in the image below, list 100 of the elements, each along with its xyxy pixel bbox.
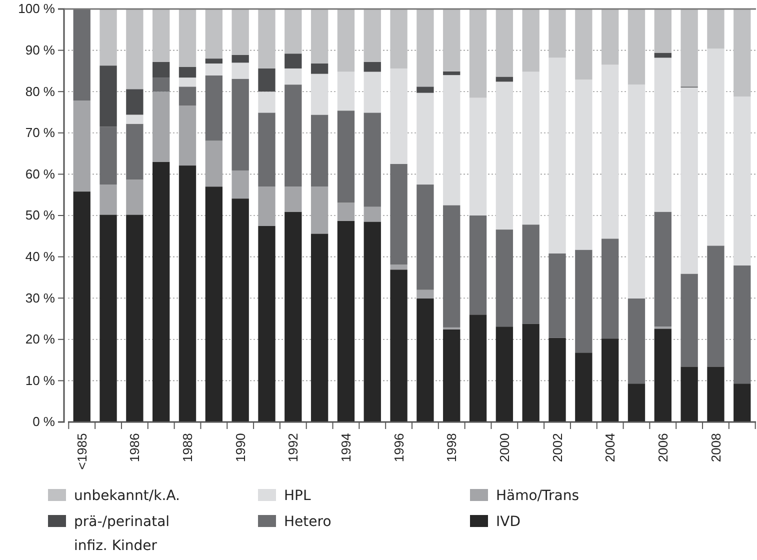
bar xyxy=(364,72,381,113)
bar xyxy=(522,9,540,72)
bar xyxy=(100,214,117,422)
y-tick-label: 60 % xyxy=(25,166,56,182)
bar xyxy=(152,92,170,162)
bar xyxy=(522,72,540,225)
bar xyxy=(126,124,144,180)
bar xyxy=(258,186,276,226)
y-tick-label: 0 % xyxy=(32,414,56,430)
bar xyxy=(654,52,672,58)
x-tick-label: 1998 xyxy=(444,433,460,462)
bar xyxy=(680,274,698,367)
bar xyxy=(628,298,646,384)
bar xyxy=(337,110,355,203)
bar xyxy=(73,100,90,192)
bar xyxy=(284,9,302,54)
bar xyxy=(707,366,724,422)
x-tick-label: 1992 xyxy=(286,433,301,462)
bar xyxy=(73,192,90,422)
x-tick-label: 2006 xyxy=(655,433,670,462)
y-tick-label: 30 % xyxy=(25,290,56,306)
bar xyxy=(443,329,460,422)
bar xyxy=(522,324,540,422)
legend-label: HPL xyxy=(284,488,311,504)
bar xyxy=(628,384,646,422)
y-tick-label: 50 % xyxy=(25,208,56,223)
bar xyxy=(205,186,223,422)
bar xyxy=(337,72,355,111)
x-tick-label: 2004 xyxy=(602,433,618,462)
bar xyxy=(126,9,144,90)
bar xyxy=(178,86,196,106)
y-tick-label: 70 % xyxy=(25,125,56,140)
bar xyxy=(258,226,276,422)
bar xyxy=(284,186,302,212)
bar xyxy=(390,68,408,164)
bar xyxy=(310,74,328,115)
bar xyxy=(284,84,302,187)
bar xyxy=(205,140,223,187)
bar xyxy=(390,264,408,270)
bar xyxy=(575,352,592,422)
bar xyxy=(469,9,487,98)
bar xyxy=(390,164,408,265)
bar xyxy=(364,222,381,422)
bar xyxy=(416,298,434,422)
bar xyxy=(496,326,514,422)
bar xyxy=(364,9,381,62)
bar xyxy=(680,9,698,87)
bar xyxy=(178,9,196,67)
bar xyxy=(178,166,196,422)
y-tick-label: 90 % xyxy=(25,42,56,58)
bar xyxy=(548,253,566,338)
x-tick-label: 2000 xyxy=(496,433,512,462)
bar xyxy=(680,366,698,422)
x-tick-label: 2002 xyxy=(550,433,565,462)
bar xyxy=(443,75,460,206)
bar xyxy=(601,9,619,65)
bar xyxy=(310,64,328,74)
legend-label: Hämo/Trans xyxy=(496,488,580,504)
bar xyxy=(628,84,646,299)
legend-label: Hetero xyxy=(284,514,332,530)
bar xyxy=(232,54,249,63)
bar xyxy=(680,87,698,274)
bar xyxy=(734,265,751,384)
y-tick-label: 40 % xyxy=(25,248,56,264)
y-tick-label: 10 % xyxy=(25,372,56,388)
bar xyxy=(126,114,144,124)
bar xyxy=(601,338,619,422)
bar xyxy=(601,238,619,339)
bar xyxy=(152,78,170,92)
bar xyxy=(205,64,223,76)
bar xyxy=(100,66,117,127)
bar xyxy=(126,180,144,215)
y-tick-label: 100 % xyxy=(18,1,56,16)
bar xyxy=(575,9,592,80)
bar xyxy=(178,66,196,78)
bar xyxy=(416,92,434,185)
bar xyxy=(443,205,460,328)
bar xyxy=(337,9,355,72)
bar xyxy=(178,106,196,166)
bar xyxy=(654,9,672,53)
bar xyxy=(496,230,514,327)
bar xyxy=(496,9,514,77)
x-tick-label: 1988 xyxy=(180,433,196,462)
bar xyxy=(734,96,751,266)
legend-label: unbekannt/k.A. xyxy=(74,488,180,504)
bar xyxy=(628,9,646,85)
bar xyxy=(310,114,328,187)
bar xyxy=(152,162,170,422)
bar xyxy=(232,198,249,422)
bar xyxy=(707,9,724,49)
bar xyxy=(364,112,381,207)
bar xyxy=(232,170,249,199)
bar xyxy=(469,98,487,216)
x-tick-label: 1990 xyxy=(232,433,248,462)
bar xyxy=(601,64,619,239)
bar xyxy=(205,9,223,59)
bar xyxy=(416,9,434,87)
bar xyxy=(496,76,514,82)
bar xyxy=(284,68,302,85)
x-tick-label: 2008 xyxy=(708,433,724,462)
